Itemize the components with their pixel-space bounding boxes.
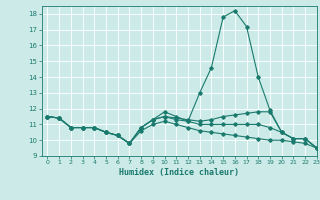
X-axis label: Humidex (Indice chaleur): Humidex (Indice chaleur) [119, 168, 239, 177]
